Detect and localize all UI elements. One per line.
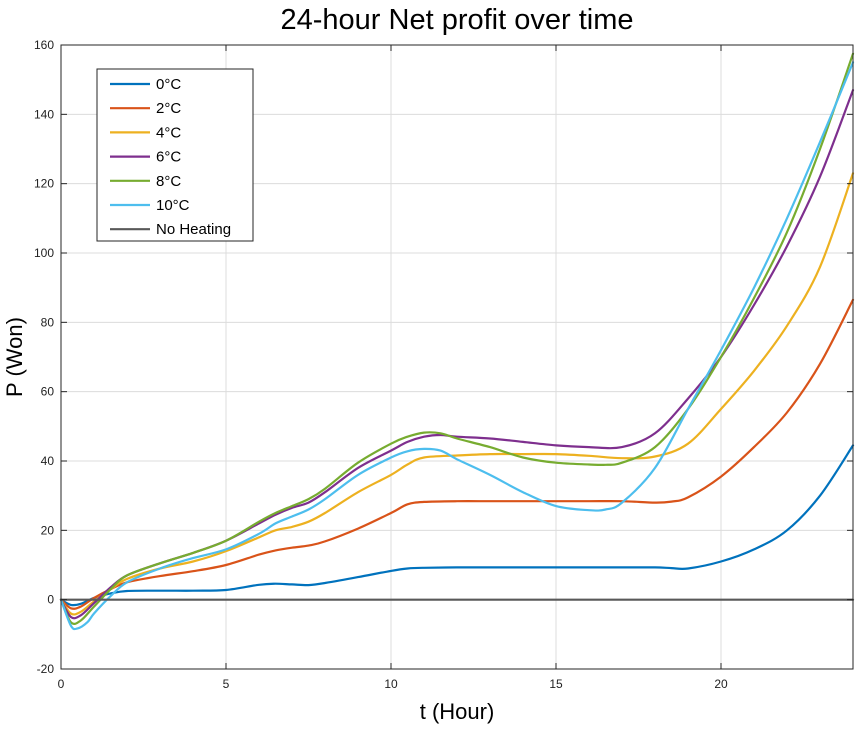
x-tick-label: 5 <box>223 677 230 691</box>
x-axis-label: t (Hour) <box>420 699 495 724</box>
legend-entry-no-heating: No Heating <box>156 221 231 238</box>
legend-entry-10c: 10°C <box>156 197 190 214</box>
y-tick-label: 80 <box>41 315 55 329</box>
y-tick-label: 40 <box>41 454 55 468</box>
legend: 0°C 2°C 4°C 6°C 8°C 10°C No Heating <box>96 68 254 242</box>
series-line-10c <box>59 61 855 631</box>
x-tick-label: 20 <box>714 677 728 691</box>
y-tick-label: 140 <box>34 107 54 121</box>
y-tick-label: 0 <box>47 593 54 607</box>
y-axis-label: P (Won) <box>2 317 27 397</box>
x-tick-label: 10 <box>384 677 398 691</box>
legend-entry-6c: 6°C <box>156 149 181 166</box>
y-tick-label: 120 <box>34 177 54 191</box>
y-tick-label: -20 <box>37 662 55 676</box>
y-tick-label: 160 <box>34 38 54 52</box>
chart-title: 24-hour Net profit over time <box>281 4 634 36</box>
series-line-4c <box>59 172 855 616</box>
legend-entry-4c: 4°C <box>156 124 181 141</box>
legend-box <box>96 68 254 242</box>
plot-area-frame <box>60 44 854 670</box>
y-tick-label: 20 <box>41 523 55 537</box>
legend-entry-8c: 8°C <box>156 173 181 190</box>
x-tick-label: 15 <box>549 677 563 691</box>
legend-entry-2c: 2°C <box>156 100 181 117</box>
legend-entry-0c: 0°C <box>156 76 181 93</box>
y-tick-label: 60 <box>41 385 55 399</box>
series-lines <box>59 52 855 631</box>
x-tick-label: 0 <box>58 677 65 691</box>
y-tick-label: 100 <box>34 246 54 260</box>
series-line-0c <box>59 444 855 607</box>
